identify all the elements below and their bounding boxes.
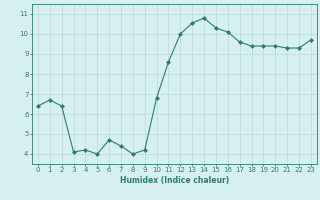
X-axis label: Humidex (Indice chaleur): Humidex (Indice chaleur) (120, 176, 229, 185)
